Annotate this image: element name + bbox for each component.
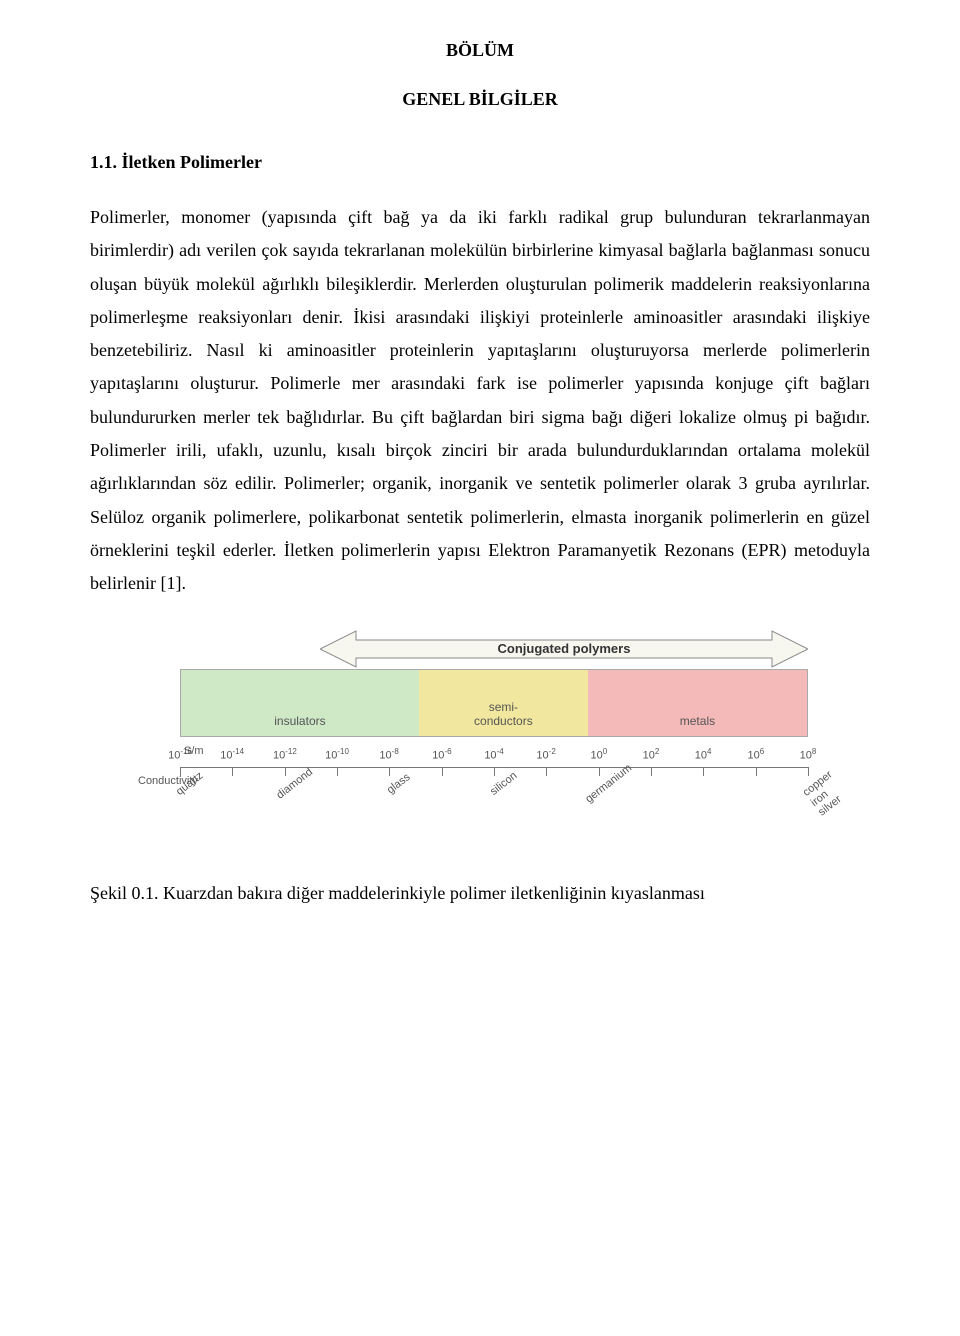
chapter-title: GENEL BİLGİLER bbox=[90, 89, 870, 110]
tick-label: 108 bbox=[800, 747, 817, 762]
segment-metals: metals bbox=[588, 670, 807, 736]
conjugated-polymers-arrow: Conjugated polymers bbox=[320, 629, 808, 669]
axis-tick bbox=[546, 767, 547, 776]
figure-container: Conjugated polymers insulators semi- con… bbox=[90, 623, 870, 853]
tick-label: 10-10 bbox=[325, 747, 349, 762]
chapter-label: BÖLÜM bbox=[90, 40, 870, 61]
axis-tick bbox=[651, 767, 652, 776]
tick-label: 10-16 bbox=[168, 747, 192, 762]
material-label: quartz bbox=[174, 769, 205, 797]
body-paragraph: Polimerler, monomer (yapısında çift bağ … bbox=[90, 201, 870, 601]
axis-tick bbox=[703, 767, 704, 776]
axis-tick bbox=[494, 767, 495, 776]
conductivity-spectrum-figure: Conjugated polymers insulators semi- con… bbox=[140, 623, 820, 853]
axis-tick bbox=[442, 767, 443, 776]
section-heading: 1.1. İletken Polimerler bbox=[90, 152, 870, 173]
conductivity-band: insulators semi- conductors metals bbox=[180, 669, 808, 737]
segment-insulators: insulators bbox=[181, 670, 419, 736]
axis-tick bbox=[808, 767, 809, 776]
segment-semiconductors: semi- conductors bbox=[419, 670, 588, 736]
material-label: diamond bbox=[274, 766, 315, 801]
axis-tick bbox=[180, 767, 181, 776]
tick-label: 100 bbox=[591, 747, 608, 762]
material-label: germanium bbox=[583, 762, 634, 805]
tick-label: 10-14 bbox=[220, 747, 244, 762]
arrow-label: Conjugated polymers bbox=[498, 641, 631, 656]
tick-label: 10-8 bbox=[379, 747, 398, 762]
tick-label: 104 bbox=[695, 747, 712, 762]
axis-tick bbox=[337, 767, 338, 776]
tick-label: 10-12 bbox=[273, 747, 297, 762]
material-label: silicon bbox=[488, 769, 519, 797]
material-label: copper iron silver bbox=[801, 768, 851, 819]
tick-label: 102 bbox=[643, 747, 660, 762]
tick-label: 10-6 bbox=[432, 747, 451, 762]
axis-tick bbox=[232, 767, 233, 776]
axis-tick bbox=[285, 767, 286, 776]
tick-label: 10-2 bbox=[536, 747, 555, 762]
tick-label: 106 bbox=[748, 747, 765, 762]
figure-caption: Şekil 0.1. Kuarzdan bakıra diğer maddele… bbox=[90, 883, 870, 904]
axis-tick bbox=[599, 767, 600, 776]
conductivity-axis: S/m Conductivity 10-16quartz10-1410-12di… bbox=[180, 747, 808, 807]
axis-tick bbox=[756, 767, 757, 776]
axis-tick bbox=[389, 767, 390, 776]
tick-label: 10-4 bbox=[484, 747, 503, 762]
